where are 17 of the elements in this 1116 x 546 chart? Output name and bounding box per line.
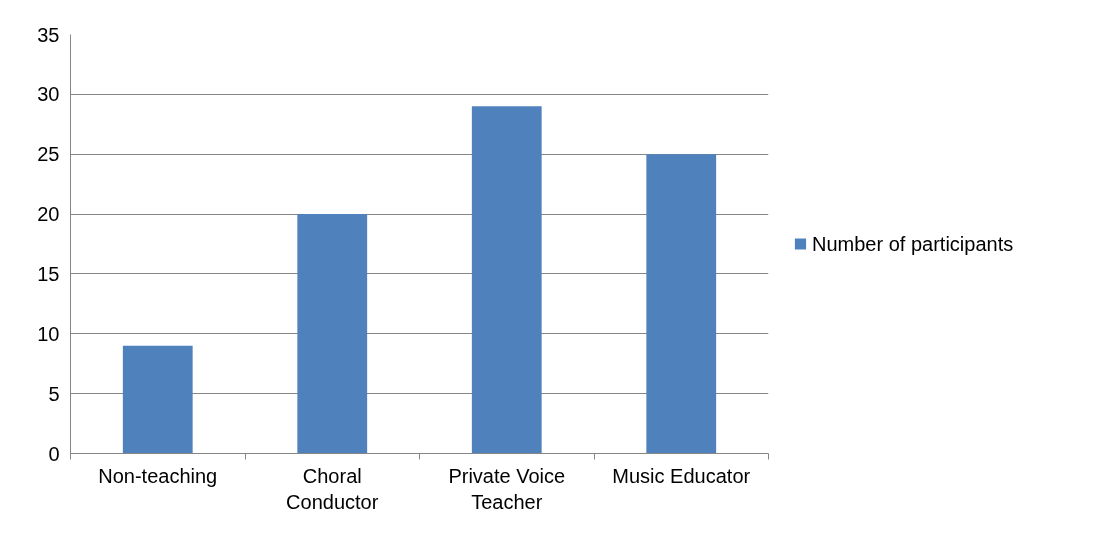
y-tick-label: 25 (37, 143, 60, 166)
y-tick-label: 10 (37, 322, 60, 345)
bar (122, 345, 193, 454)
y-tick-label: 0 (48, 442, 60, 465)
x-tick-label: Non-teaching (98, 464, 218, 487)
bar (297, 214, 368, 454)
y-tick-label: 20 (37, 203, 60, 226)
x-tick-label: Private Voice Teacher (448, 464, 566, 513)
bar (471, 106, 542, 454)
y-tick-label: 5 (48, 382, 60, 405)
y-tick-label: 35 (37, 23, 60, 46)
legend-label: Number of participants (812, 232, 1014, 255)
y-tick-label: 30 (37, 83, 60, 106)
y-tick-label: 15 (37, 262, 60, 285)
bar (646, 154, 717, 454)
x-tick-label: Choral Conductor (286, 464, 379, 513)
x-tick-label: Music Educator (612, 464, 751, 487)
